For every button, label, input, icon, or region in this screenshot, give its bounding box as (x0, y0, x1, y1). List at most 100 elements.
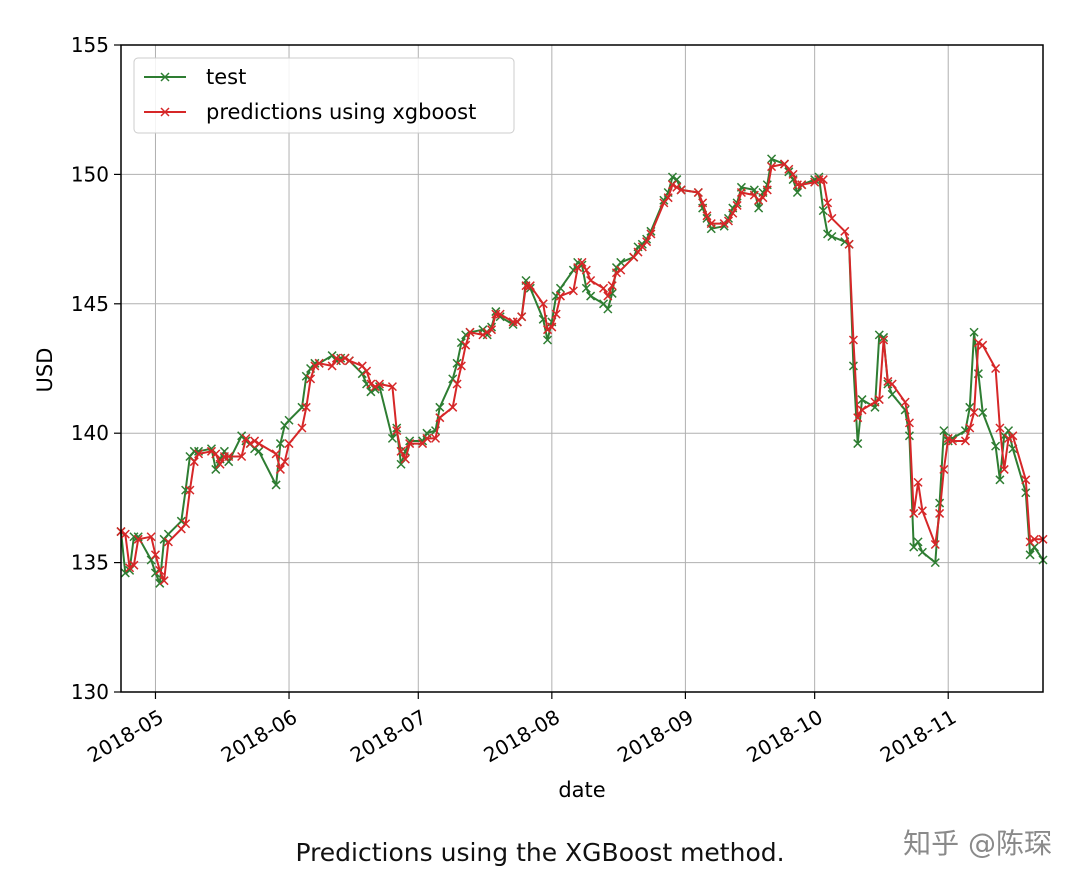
data-point-marker (973, 338, 983, 348)
data-point-marker (448, 402, 458, 412)
data-point-marker (125, 563, 135, 573)
data-point-marker (577, 257, 587, 267)
data-point-marker (254, 439, 264, 449)
x-tick-label: 2018-10 (742, 705, 826, 768)
legend-label: predictions using xgboost (206, 100, 476, 124)
legend-swatch-marker (160, 72, 170, 82)
data-point-marker (314, 358, 324, 368)
data-point-marker (693, 187, 703, 198)
data-point-marker (1029, 534, 1039, 544)
data-point-marker (844, 239, 854, 249)
legend-label: test (206, 65, 246, 89)
data-point-marker (224, 451, 234, 462)
data-point-marker (422, 433, 432, 443)
data-point-marker (848, 335, 858, 345)
data-point-marker (874, 395, 884, 405)
data-point-marker (900, 397, 910, 407)
data-point-marker (254, 446, 264, 456)
data-point-marker (939, 426, 949, 436)
data-point-marker (344, 356, 354, 366)
y-tick-label: 155 (71, 33, 109, 57)
data-point-marker (405, 439, 415, 449)
data-point-marker (543, 325, 553, 335)
y-tick-label: 135 (71, 551, 109, 575)
data-point-marker (823, 229, 833, 239)
data-point-marker (788, 169, 798, 179)
data-point-marker (646, 229, 656, 239)
data-point-marker (392, 426, 402, 436)
data-point-marker (482, 327, 492, 337)
y-tick-label: 140 (71, 421, 109, 445)
data-point-marker (568, 286, 578, 296)
data-point-marker (676, 185, 686, 195)
data-point-marker (792, 187, 802, 198)
data-point-marker (1025, 537, 1035, 547)
data-point-marker (284, 415, 294, 425)
data-point-marker (995, 423, 1005, 433)
data-point-marker (999, 464, 1009, 474)
data-point-marker (517, 312, 527, 322)
x-tick-label: 2018-05 (83, 705, 167, 768)
data-point-marker (452, 379, 462, 389)
data-point-marker (913, 477, 923, 487)
data-point-marker (754, 195, 764, 205)
data-point-marker (754, 203, 764, 213)
data-point-marker (810, 177, 820, 187)
data-point-marker (1003, 433, 1014, 443)
data-point-marker (857, 405, 867, 415)
data-point-marker (732, 200, 742, 210)
data-point-marker (435, 402, 445, 412)
data-point-marker (400, 454, 410, 464)
plot-area-frame (120, 44, 1044, 693)
data-point-marker (607, 281, 617, 291)
grid (121, 44, 1043, 693)
data-point-marker (663, 193, 673, 203)
data-point-marker (181, 519, 191, 529)
data-point-marker (991, 363, 1001, 374)
data-point-marker (659, 195, 669, 205)
data-point-marker (275, 464, 285, 474)
data-point-marker (995, 475, 1005, 485)
data-point-marker (495, 309, 505, 319)
data-point-marker (387, 433, 397, 443)
data-point-marker (978, 407, 988, 418)
data-point-marker (870, 397, 880, 407)
data-point-marker (275, 439, 285, 449)
data-point-marker (723, 216, 734, 226)
data-point-marker (969, 407, 979, 418)
data-point-marker (370, 382, 380, 392)
x-tick-label: 2018-07 (346, 705, 430, 768)
data-point-marker (486, 325, 497, 335)
series-0 (116, 154, 1048, 588)
data-point-marker (823, 198, 833, 208)
data-point-marker (271, 480, 281, 490)
data-point-marker (879, 332, 889, 342)
data-point-marker (396, 446, 406, 456)
data-point-marker (581, 283, 591, 293)
data-point-marker (1021, 475, 1031, 485)
data-point-marker (991, 441, 1001, 451)
data-point-marker (935, 508, 945, 518)
data-point-marker (543, 335, 553, 345)
figure-caption: Predictions using the XGBoost method. (295, 838, 785, 867)
data-point-marker (538, 299, 548, 309)
data-point-marker (853, 439, 863, 449)
y-axis-label: USD (33, 348, 57, 393)
data-point-marker (215, 459, 225, 469)
data-point-marker (698, 198, 708, 208)
data-point-marker (667, 180, 678, 190)
data-point-marker (848, 361, 858, 371)
data-point-marker (642, 237, 652, 247)
data-point-marker (611, 268, 621, 278)
data-point-marker (581, 265, 591, 275)
data-point-marker (969, 327, 979, 337)
data-point-marker (917, 506, 927, 516)
data-point-marker (818, 206, 828, 216)
data-point-marker (887, 389, 897, 399)
data-point-marker (340, 353, 350, 363)
data-point-marker (978, 340, 988, 350)
data-point-marker (728, 208, 738, 218)
data-point-marker (430, 433, 441, 443)
data-point-marker (525, 281, 535, 291)
legend-box (133, 57, 515, 134)
